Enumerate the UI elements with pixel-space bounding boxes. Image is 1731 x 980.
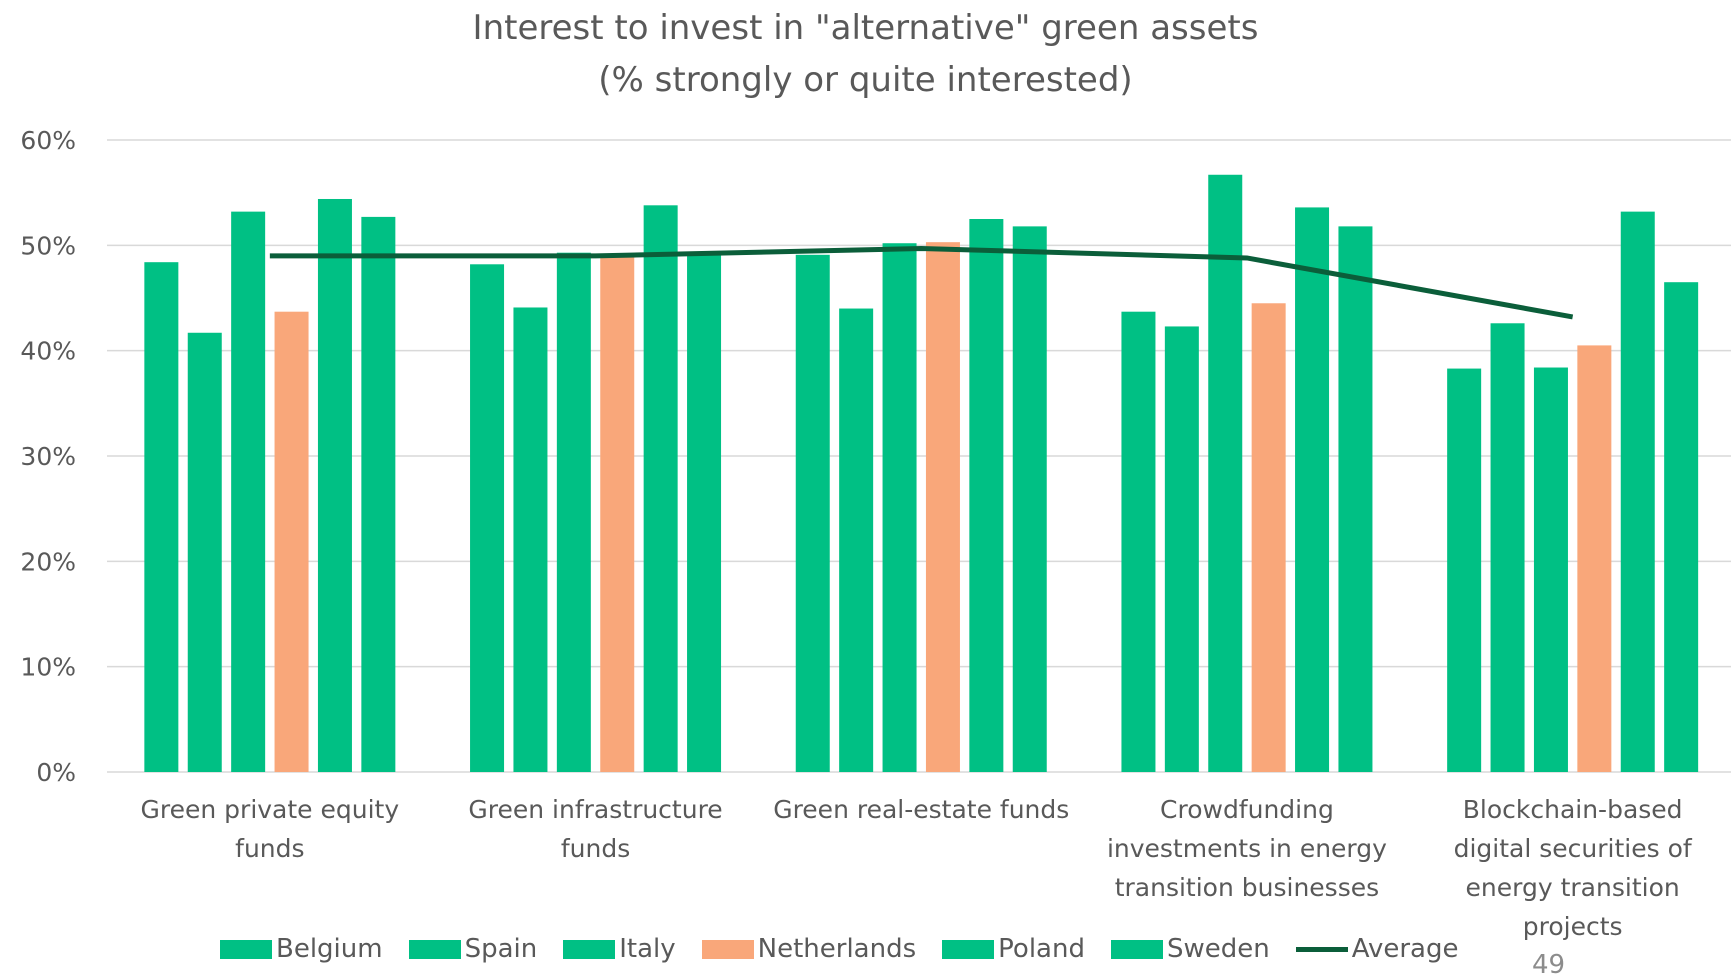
y-tick-label: 40%	[20, 337, 76, 366]
bar	[556, 252, 591, 772]
bar	[144, 262, 179, 772]
bar	[1533, 367, 1568, 772]
bar	[1012, 226, 1047, 772]
legend-item: Spain	[408, 934, 538, 964]
legend-swatch	[701, 939, 754, 959]
bar	[1251, 303, 1286, 772]
legend-swatch	[220, 939, 272, 959]
legend-label: Spain	[464, 934, 538, 964]
bar	[969, 219, 1004, 772]
bar	[187, 332, 222, 772]
bar	[839, 308, 874, 772]
bar	[470, 264, 505, 772]
bar	[1664, 282, 1699, 772]
legend-swatch	[563, 939, 616, 959]
bar	[274, 311, 309, 772]
bar	[1295, 207, 1330, 772]
bar	[1164, 326, 1199, 772]
bar	[600, 256, 635, 772]
bar	[882, 243, 917, 772]
bar	[643, 205, 678, 773]
legend-swatch	[1295, 946, 1348, 952]
chart-title: Interest to invest in "alternative" gree…	[472, 8, 1259, 48]
y-tick-label: 10%	[20, 653, 76, 682]
y-tick-label: 30%	[20, 442, 76, 471]
bar	[925, 242, 960, 772]
legend-item: Sweden	[1110, 934, 1270, 964]
line	[269, 245, 1574, 320]
legend-swatch	[942, 939, 995, 959]
legend-label: Sweden	[1166, 934, 1270, 964]
x-tick-label: Blockchain-based digital securities of e…	[1453, 795, 1692, 941]
chart-subtitle: (% strongly or quite interested)	[598, 60, 1133, 100]
legend: Belgium Spain Italy Netherlands Poland Sweden…	[220, 934, 1485, 964]
y-tick-label: 50%	[20, 231, 76, 260]
x-tick-label: Green real-estate funds	[773, 795, 1070, 824]
bar	[1620, 211, 1655, 773]
legend-label: Average	[1351, 934, 1459, 964]
y-tick-label: 60%	[20, 126, 76, 155]
legend-label: Italy	[619, 934, 676, 964]
bar	[1490, 323, 1525, 772]
bar	[513, 307, 548, 772]
x-tick-label: Green private equity funds	[140, 795, 400, 863]
page-number: 49	[1532, 950, 1566, 980]
bar	[795, 254, 830, 772]
legend-item: Italy	[563, 934, 676, 964]
legend-swatch	[1110, 939, 1163, 959]
legend-label: Netherlands	[757, 934, 917, 964]
bar	[317, 198, 352, 772]
legend-item: Poland	[942, 934, 1085, 964]
legend-item: Average	[1295, 934, 1459, 964]
bar	[1577, 345, 1612, 772]
bar	[1338, 226, 1373, 772]
y-tick-label: 20%	[20, 547, 76, 576]
bar	[1121, 311, 1156, 772]
legend-swatch	[408, 939, 461, 959]
bar	[361, 216, 396, 773]
legend-item: Netherlands	[701, 934, 917, 964]
x-tick-label: Crowdfunding investments in energy trans…	[1106, 795, 1387, 902]
y-tick-label: 0%	[36, 758, 76, 787]
legend-item: Belgium	[220, 934, 383, 964]
legend-label: Poland	[998, 934, 1085, 964]
x-tick-label: Green infrastructure funds	[468, 795, 723, 863]
bar	[1208, 174, 1243, 772]
bar	[231, 211, 266, 773]
legend-label: Belgium	[276, 934, 383, 964]
bar	[1447, 368, 1482, 772]
bar	[687, 252, 722, 772]
